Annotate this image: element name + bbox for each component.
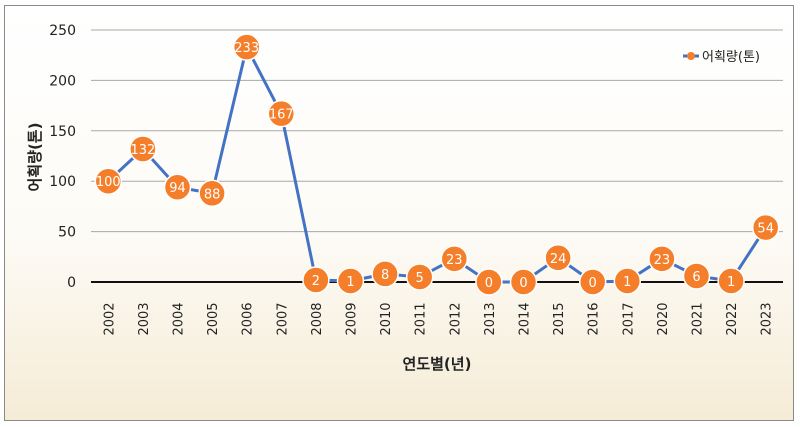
data-label: 1	[623, 275, 631, 290]
data-label: 132	[130, 143, 155, 158]
x-tick-label: 2013	[483, 302, 498, 335]
legend-marker-swatch	[687, 52, 695, 60]
data-label: 88	[204, 187, 221, 202]
data-point	[267, 99, 296, 128]
x-tick-label: 2008	[310, 302, 325, 335]
data-label: 94	[169, 181, 186, 196]
data-label: 6	[692, 270, 700, 285]
data-point	[613, 267, 642, 295]
x-tick-label: 2011	[414, 302, 429, 335]
x-tick-label: 2003	[137, 302, 152, 335]
data-label: 23	[654, 253, 671, 268]
gridlines	[91, 29, 783, 233]
x-tick-label: 2023	[760, 302, 775, 335]
data-label: 2	[312, 274, 320, 289]
x-tick-label: 2002	[102, 302, 117, 335]
x-axis-title: 연도별(년)	[403, 355, 472, 373]
data-label: 24	[550, 252, 567, 267]
data-point	[578, 268, 607, 296]
data-label: 23	[446, 253, 463, 268]
data-label: 8	[381, 268, 389, 283]
data-label: 100	[96, 175, 121, 190]
data-point	[371, 260, 399, 288]
y-tick-label: 200	[49, 73, 76, 89]
x-tick-label: 2007	[275, 302, 290, 335]
data-point	[751, 213, 780, 242]
x-axis-ticks: 2002 2003 2004 2005 2006 2007 2008 2009 2010 2011…	[102, 302, 774, 335]
x-tick-label: 2010	[379, 302, 394, 335]
x-tick-label: 2017	[621, 302, 636, 335]
data-label: 233	[234, 41, 259, 56]
x-tick-label: 2016	[587, 302, 602, 335]
x-tick-label: 2005	[206, 302, 221, 335]
data-point	[717, 267, 745, 295]
data-point	[682, 262, 711, 290]
data-point	[129, 135, 157, 163]
y-tick-label: 150	[49, 124, 76, 140]
data-label: 54	[757, 222, 774, 237]
data-label: 1	[346, 275, 354, 290]
data-point	[163, 173, 192, 201]
data-point	[440, 245, 469, 273]
data-point	[648, 245, 676, 273]
x-tick-label: 2012	[448, 302, 463, 335]
x-tick-label: 2006	[241, 302, 256, 335]
y-tick-label: 50	[58, 225, 76, 241]
data-point	[198, 179, 226, 208]
data-point	[336, 267, 365, 295]
data-point	[232, 33, 261, 61]
series-group: 100 132 94 88 233 167 2 1 8 5 23 0 0 24 0 1 23 6 1 54	[94, 33, 780, 296]
data-label: 5	[416, 271, 424, 286]
data-label: 1	[727, 275, 735, 290]
y-axis-title: 어획량(톤)	[26, 123, 44, 192]
x-tick-label: 2021	[691, 302, 706, 335]
data-label: 167	[269, 108, 294, 123]
chart-frame	[4, 5, 794, 421]
data-point	[509, 268, 538, 296]
x-tick-label: 2009	[345, 302, 360, 335]
data-label: 0	[589, 276, 597, 291]
x-tick-label: 2014	[518, 302, 533, 335]
y-axis-ticks: 0 50 100 150 200 250	[49, 23, 76, 291]
data-point	[544, 244, 572, 272]
x-tick-label: 2015	[552, 302, 567, 335]
data-label: 0	[485, 276, 493, 291]
data-point	[302, 266, 330, 294]
y-tick-label: 0	[67, 275, 76, 291]
y-tick-label: 250	[49, 23, 76, 39]
data-point	[475, 268, 503, 296]
data-point	[94, 167, 123, 195]
data-point	[405, 263, 434, 291]
y-tick-label: 100	[49, 174, 76, 190]
legend-label: 어획량(톤)	[702, 50, 760, 65]
x-tick-label: 2020	[656, 302, 671, 335]
data-label: 0	[519, 276, 527, 291]
x-tick-label: 2004	[172, 302, 187, 335]
x-tick-label: 2022	[725, 302, 740, 335]
legend: 어획량(톤)	[683, 50, 760, 65]
